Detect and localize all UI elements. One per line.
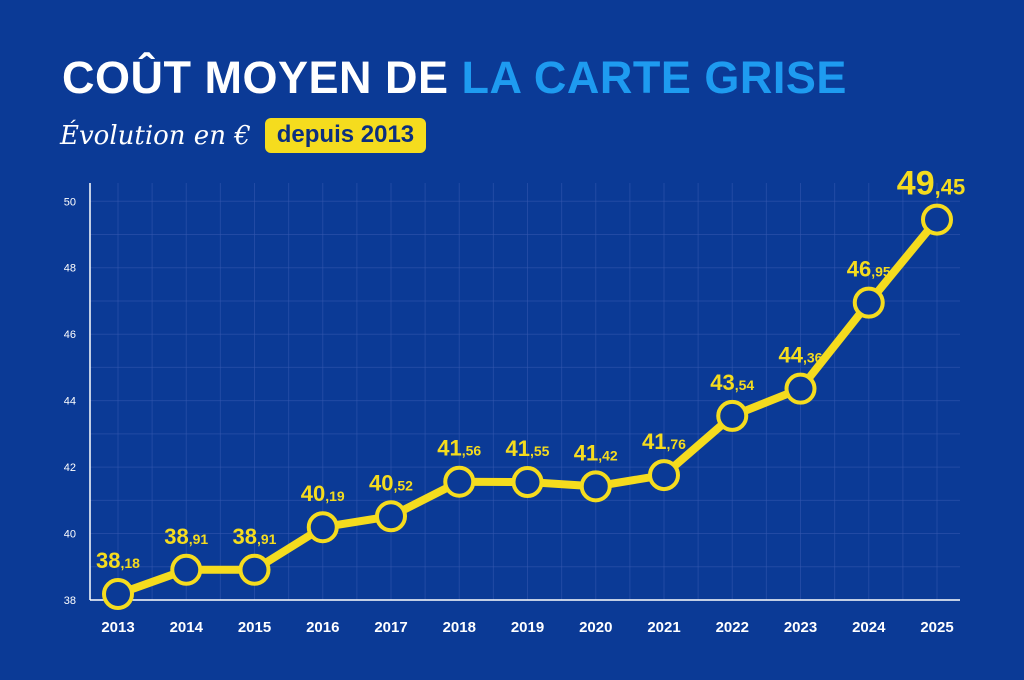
data-point <box>443 465 476 498</box>
data-label: 38,18 <box>96 548 140 573</box>
data-point <box>579 470 612 503</box>
data-label-int: 40 <box>369 470 393 495</box>
y-tick-label: 40 <box>64 529 76 541</box>
data-label-int: 41 <box>506 436 530 461</box>
y-tick-label: 42 <box>64 462 76 474</box>
x-tick-label: 2018 <box>443 619 476 636</box>
data-point <box>648 459 680 492</box>
data-label: 41,76 <box>642 429 686 454</box>
data-point <box>375 500 407 533</box>
data-label-dec: ,42 <box>598 447 618 463</box>
subtitle: Évolution en € depuis 2013 <box>60 118 427 153</box>
data-label-dec: ,91 <box>257 531 277 547</box>
data-label: 38,91 <box>233 524 277 549</box>
data-label-int: 41 <box>437 436 461 461</box>
y-tick-label: 46 <box>64 329 76 341</box>
y-tick-label: 48 <box>64 263 76 275</box>
subtitle-badge: depuis 2013 <box>264 118 427 153</box>
y-tick-label: 50 <box>64 196 76 208</box>
data-label-dec: ,19 <box>325 488 345 504</box>
title-part-blue: LA CARTE GRISE <box>461 52 847 103</box>
data-label-dec: ,95 <box>871 264 891 280</box>
data-label: 46,95 <box>847 257 891 282</box>
data-label-int: 43 <box>710 370 734 395</box>
data-point <box>306 511 339 544</box>
data-label: 41,55 <box>506 436 550 461</box>
x-tick-label: 2017 <box>374 619 407 636</box>
data-label-dec: ,36 <box>803 350 823 366</box>
data-label-dec: ,18 <box>121 555 141 571</box>
data-label: 49,45 <box>897 165 965 203</box>
data-point <box>852 286 885 319</box>
data-label-dec: ,56 <box>462 443 482 459</box>
data-label: 38,91 <box>164 524 208 549</box>
data-label-int: 40 <box>301 481 325 506</box>
data-label: 43,54 <box>710 370 754 395</box>
data-label-int: 38 <box>96 548 120 573</box>
data-label-int: 46 <box>847 257 871 282</box>
x-tick-label: 2015 <box>238 619 271 636</box>
y-tick-labels: 38 40 42 44 46 48 50 <box>64 196 76 607</box>
data-label-dec: ,55 <box>530 443 550 459</box>
x-tick-label: 2014 <box>170 619 204 636</box>
data-points <box>102 203 953 611</box>
x-tick-label: 2022 <box>716 619 749 636</box>
data-label: 41,56 <box>437 436 481 461</box>
data-label: 40,52 <box>369 470 413 495</box>
data-label: 41,42 <box>574 440 618 465</box>
data-label-int: 49 <box>897 165 935 203</box>
data-label-int: 38 <box>164 524 188 549</box>
data-point <box>921 203 953 236</box>
data-label-int: 38 <box>233 524 257 549</box>
grid <box>90 183 960 601</box>
data-label-dec: ,76 <box>667 436 687 452</box>
data-point <box>238 553 271 586</box>
data-point <box>102 578 134 611</box>
x-tick-label: 2020 <box>579 619 612 636</box>
data-label: 40,19 <box>301 481 345 506</box>
data-label-int: 44 <box>779 343 804 368</box>
x-tick-label: 2025 <box>920 619 953 636</box>
data-label: 44,36 <box>779 343 823 368</box>
data-point <box>170 553 203 586</box>
x-tick-label: 2021 <box>647 619 680 636</box>
axes <box>89 183 960 601</box>
y-tick-label: 38 <box>64 595 76 607</box>
x-tick-label: 2013 <box>101 619 134 636</box>
data-label-int: 41 <box>642 429 666 454</box>
x-tick-label: 2024 <box>852 619 886 636</box>
data-point <box>784 372 817 405</box>
data-label-int: 41 <box>574 440 598 465</box>
data-label-dec: ,54 <box>735 377 755 393</box>
y-tick-label: 44 <box>64 396 76 408</box>
x-tick-labels: 2013 2014 2015 2016 2017 2018 2019 2020 2021 2022… <box>101 619 953 636</box>
data-label-dec: ,52 <box>394 477 414 493</box>
data-label-dec: ,45 <box>935 175 966 200</box>
data-point <box>511 466 544 499</box>
chart-title: COÛT MOYEN DE LA CARTE GRISE <box>62 52 847 104</box>
x-tick-label: 2019 <box>511 619 544 636</box>
data-label-dec: ,91 <box>189 531 209 547</box>
x-tick-label: 2016 <box>306 619 339 636</box>
subtitle-script: Évolution en € <box>60 120 251 151</box>
title-part-white: COÛT MOYEN DE <box>62 52 449 103</box>
data-point <box>716 399 749 432</box>
x-tick-label: 2023 <box>784 619 817 636</box>
